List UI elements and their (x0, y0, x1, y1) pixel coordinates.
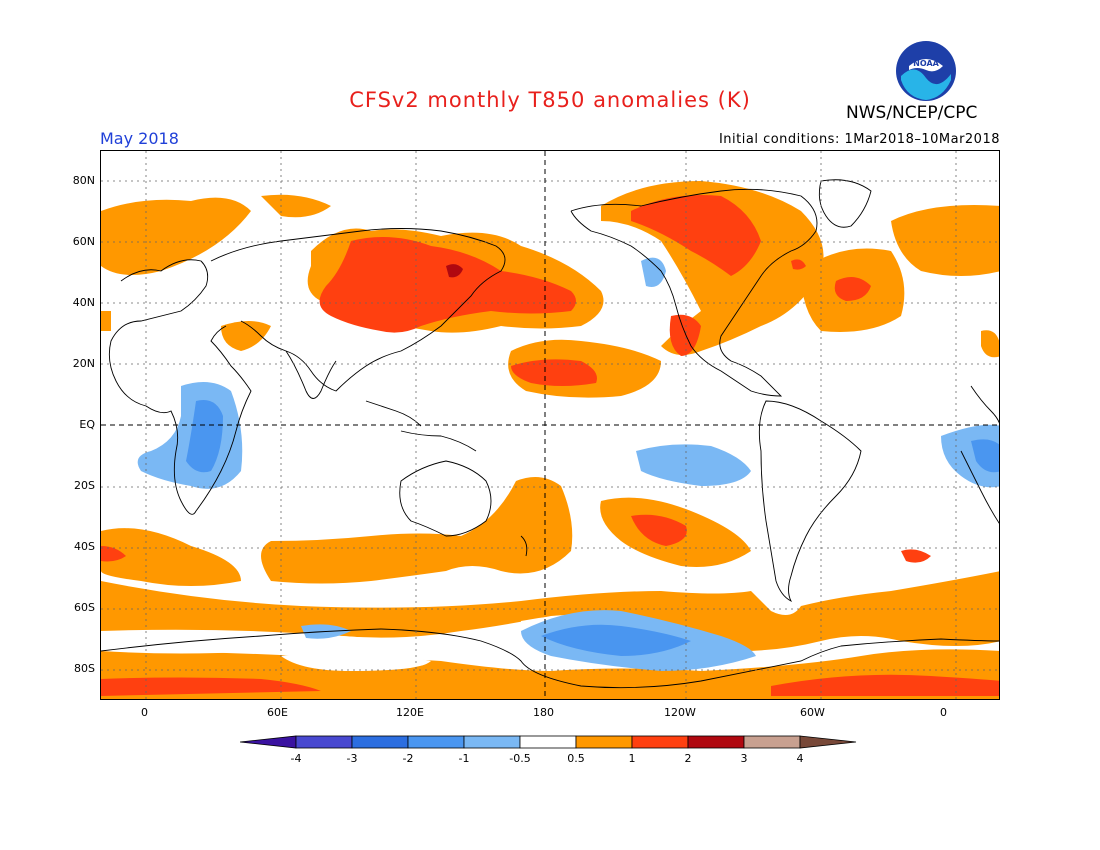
coastlines (101, 179, 999, 689)
colorbar-label: 4 (796, 752, 804, 765)
lat-label: 60S (74, 601, 95, 614)
lon-label: 120E (396, 706, 424, 719)
lat-label: 40S (74, 540, 95, 553)
colorbar-swatch (799, 735, 857, 749)
colorbar-label: 2 (684, 752, 692, 765)
agency-label: NWS/NCEP/CPC (846, 103, 978, 123)
colorbar-swatch (575, 735, 633, 749)
graticule (101, 151, 999, 699)
colorbar (240, 735, 857, 749)
colorbar-swatch (631, 735, 689, 749)
lon-label: 60E (267, 706, 288, 719)
colorbar-label: 0.5 (567, 752, 585, 765)
lat-label: 80S (74, 662, 95, 675)
lat-label: 40N (72, 296, 95, 309)
colorbar-swatch (240, 735, 297, 749)
lat-label: EQ (79, 418, 95, 431)
colorbar-swatch (519, 735, 577, 749)
colorbar-label: 3 (740, 752, 748, 765)
reference-lines (101, 151, 999, 699)
colorbar-swatch (463, 735, 521, 749)
lon-label: 60W (800, 706, 825, 719)
cool-anomaly-strong (186, 400, 999, 656)
colorbar-swatch (743, 735, 801, 749)
colorbar-label: -2 (402, 752, 414, 765)
lat-label: 80N (72, 174, 95, 187)
colorbar-label: -3 (346, 752, 358, 765)
lon-label: 0 (141, 706, 148, 719)
map-title: CFSv2 monthly T850 anomalies (K) (349, 88, 751, 112)
anomaly-map (100, 150, 1000, 700)
noaa-logo-icon: NOAA (896, 41, 956, 101)
lat-label: 20S (74, 479, 95, 492)
colorbar-swatch (407, 735, 465, 749)
very-hot-anomaly (446, 264, 463, 278)
lat-label: 60N (72, 235, 95, 248)
lon-label: 180 (533, 706, 554, 719)
hot-anomaly-layer (101, 195, 999, 696)
forecast-period: May 2018 (100, 129, 179, 148)
colorbar-label: -4 (290, 752, 302, 765)
colorbar-label: -1 (458, 752, 470, 765)
lon-label: 120W (664, 706, 696, 719)
colorbar-swatch (351, 735, 409, 749)
lat-label: 20N (72, 357, 95, 370)
colorbar-swatch (687, 735, 745, 749)
colorbar-swatch (295, 735, 353, 749)
map-canvas (101, 151, 999, 699)
colorbar-label: -0.5 (509, 752, 531, 765)
colorbar-label: 1 (628, 752, 636, 765)
logo-text: NOAA (913, 59, 939, 68)
lon-label: 0 (940, 706, 947, 719)
initial-conditions: Initial conditions: 1Mar2018–10Mar2018 (718, 132, 1000, 147)
